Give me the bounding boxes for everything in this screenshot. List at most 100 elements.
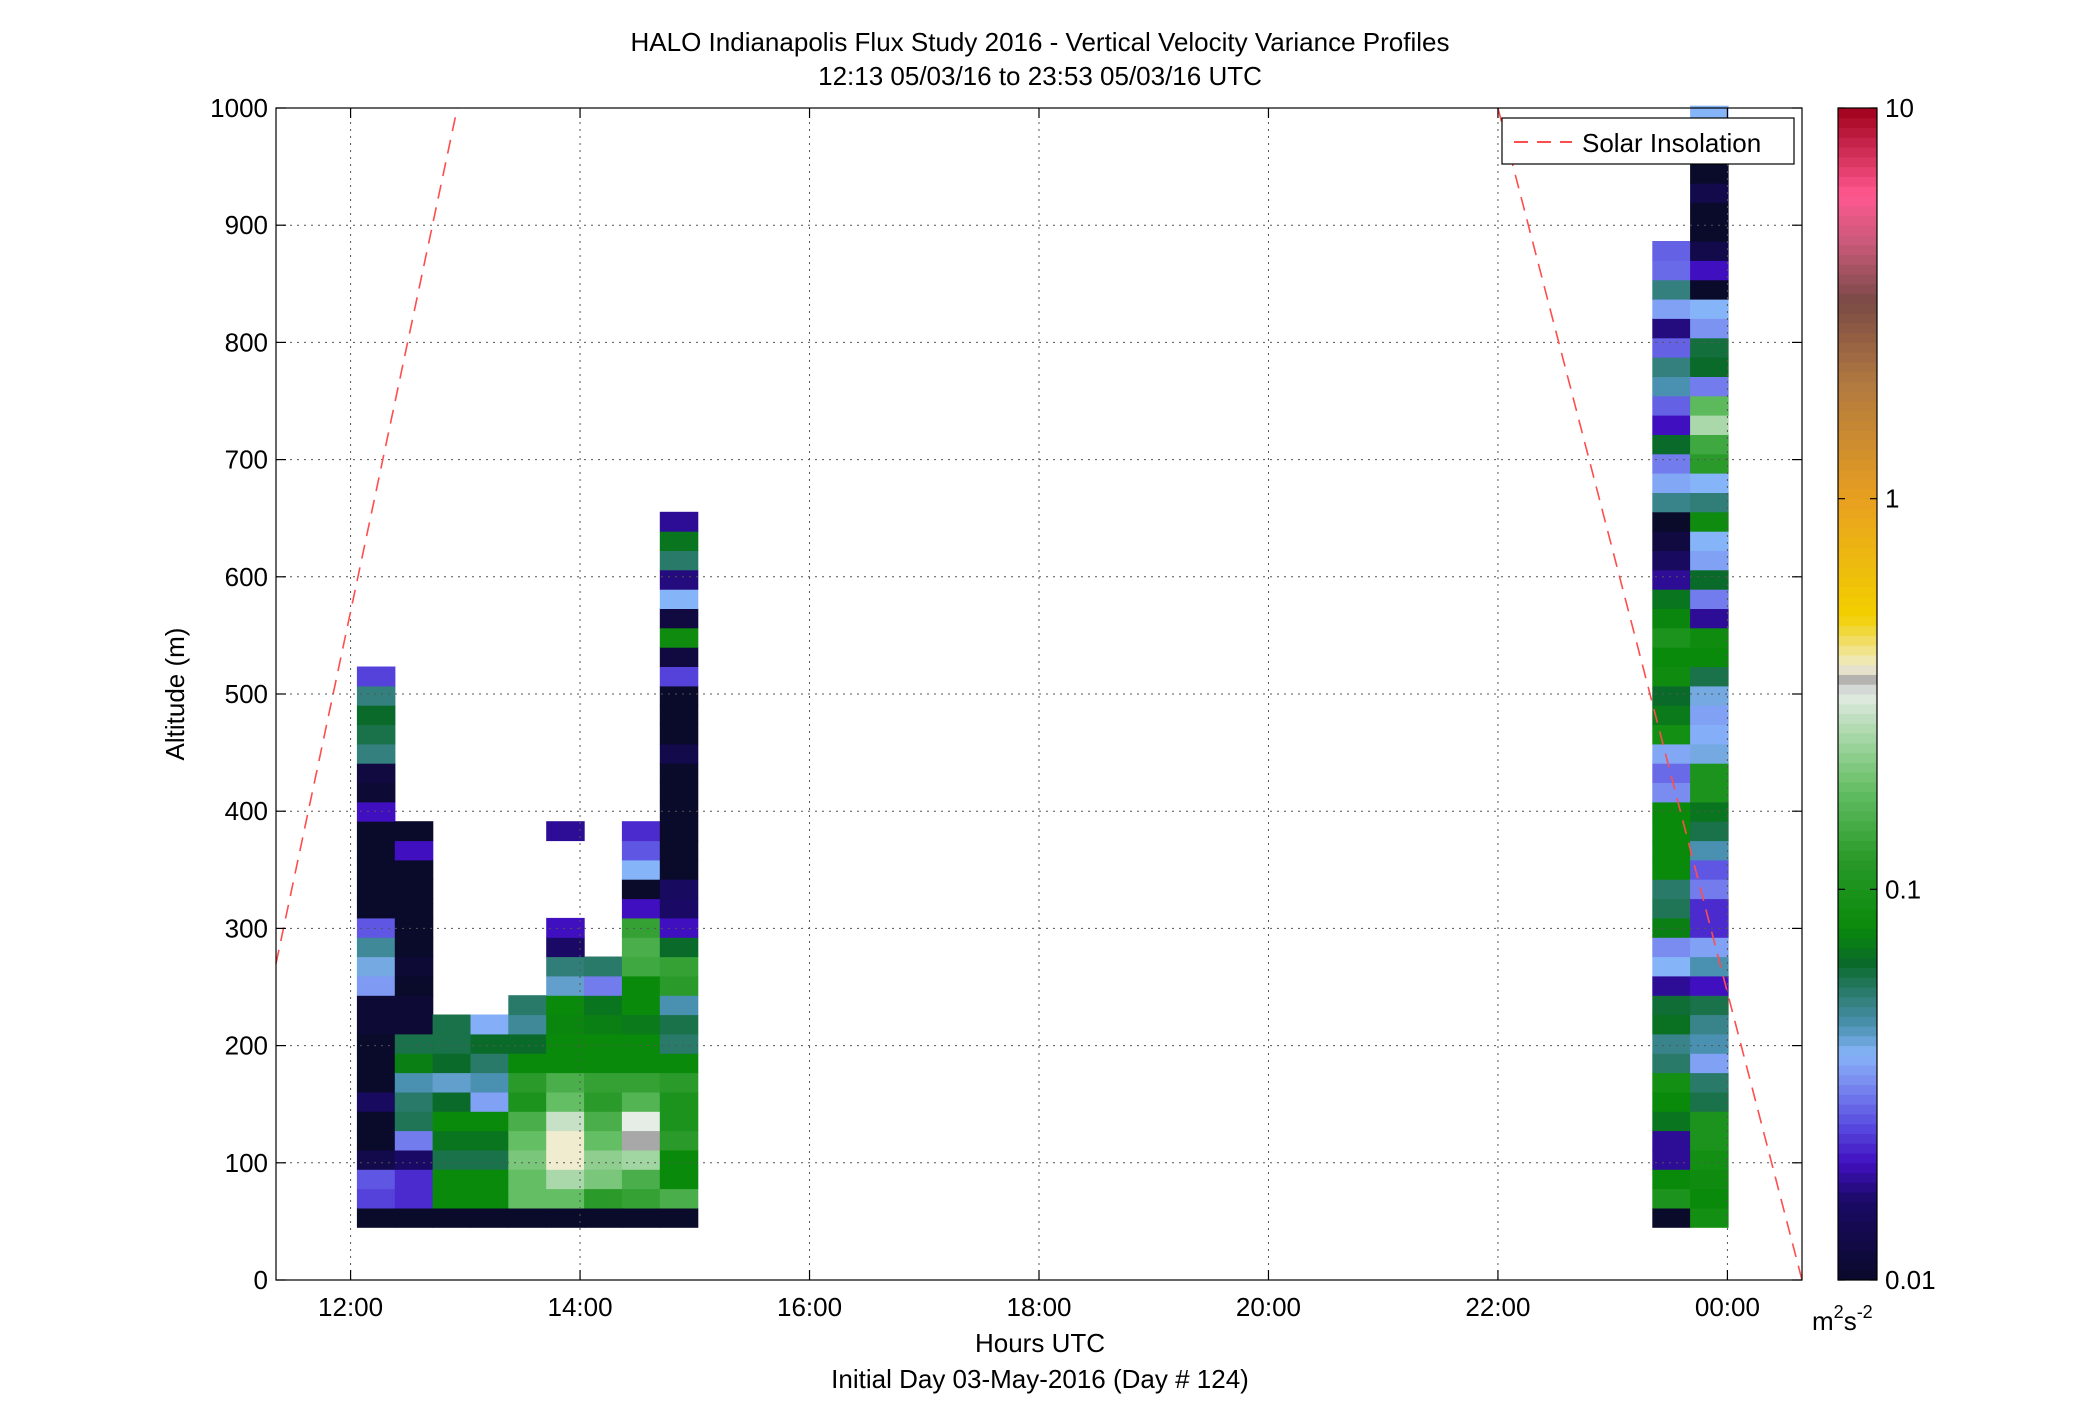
heatmap-cell <box>1690 453 1729 474</box>
heatmap-cell <box>394 937 434 958</box>
heatmap-cell <box>356 995 396 1016</box>
colorbar-band <box>1838 1270 1877 1281</box>
heatmap-cell <box>356 898 396 919</box>
x-tick-label: 20:00 <box>1236 1292 1301 1322</box>
heatmap-cell <box>1652 1033 1691 1054</box>
colorbar-band <box>1838 908 1877 920</box>
heatmap-cell <box>470 1207 509 1228</box>
colorbar-band <box>1838 664 1877 675</box>
heatmap-cell <box>1652 627 1691 648</box>
heatmap-cell <box>659 1072 699 1093</box>
colorbar-unit: m2s-2 <box>1812 1302 1873 1336</box>
heatmap-cell <box>470 1111 509 1132</box>
colorbar-band <box>1838 762 1877 773</box>
heatmap-cell <box>584 1091 623 1112</box>
heatmap-cell <box>1652 975 1691 996</box>
heatmap-cell <box>1690 415 1729 435</box>
colorbar-band <box>1838 264 1877 275</box>
heatmap-cell <box>470 1091 509 1112</box>
heatmap-cell <box>546 1033 585 1054</box>
colorbar-band <box>1838 742 1877 754</box>
colorbar-band <box>1838 576 1877 588</box>
heatmap-cell <box>1690 1169 1729 1190</box>
colorbar-band <box>1838 527 1877 539</box>
x-tick-label: 14:00 <box>548 1292 613 1322</box>
heatmap-cell <box>659 1111 699 1132</box>
y-axis-ticks: 0 100 200 300 400 500 600 700 800 900 1000 <box>210 93 1802 1295</box>
heatmap-cell <box>356 685 396 706</box>
colorbar-band <box>1838 547 1877 558</box>
heatmap-cell <box>621 1033 661 1054</box>
heatmap-cell <box>1690 608 1729 629</box>
heatmap-cell <box>1690 550 1729 571</box>
colorbar-frame <box>1837 107 1878 1281</box>
colorbar-band <box>1838 1260 1877 1271</box>
heatmap-cell <box>1652 840 1691 861</box>
heatmap-cell <box>1652 569 1691 590</box>
heatmap-cell <box>1652 705 1691 725</box>
y-tick-label: 0 <box>254 1265 268 1295</box>
colorbar-band <box>1838 733 1877 744</box>
heatmap-cell <box>508 1091 547 1112</box>
heatmap-cell <box>659 1207 699 1228</box>
colorbar-band <box>1838 957 1877 968</box>
colorbar-band <box>1838 391 1877 402</box>
heatmap-cell <box>584 1130 623 1151</box>
heatmap-cell <box>356 975 396 996</box>
heatmap-cell <box>394 1053 434 1074</box>
heatmap-cell <box>659 879 699 900</box>
heatmap-cell <box>394 898 434 919</box>
x-axis-ticks: 12:00 14:00 16:00 18:00 20:00 22:00 00:00 <box>318 108 1760 1322</box>
colorbar-band <box>1838 186 1877 197</box>
heatmap-cell <box>356 840 396 861</box>
heatmap-cell <box>1690 937 1729 958</box>
heatmap-cell <box>584 1207 623 1228</box>
colorbar-band <box>1838 440 1877 451</box>
heatmap-cell <box>1690 531 1729 551</box>
x-axis-sublabel: Initial Day 03-May-2016 (Day # 124) <box>831 1364 1249 1394</box>
colorbar-band <box>1838 401 1877 412</box>
heatmap-cell <box>356 1091 396 1112</box>
heatmap-cell <box>659 1091 699 1112</box>
colorbar-tick-label: 0.01 <box>1885 1265 1936 1295</box>
heatmap-cell <box>1690 782 1729 803</box>
heatmap-cell <box>621 1014 661 1035</box>
colorbar-band <box>1838 498 1877 509</box>
heatmap-cell <box>659 589 699 609</box>
colorbar-band <box>1838 1113 1877 1125</box>
colorbar-band <box>1838 244 1877 255</box>
heatmap-cell <box>432 1072 472 1093</box>
heatmap-cell <box>584 1149 623 1170</box>
heatmap-cell <box>659 898 699 919</box>
heatmap-cell <box>508 1188 547 1209</box>
colorbar-band <box>1838 361 1877 373</box>
heatmap-cell <box>546 821 585 842</box>
heatmap-cell <box>1690 473 1729 493</box>
colorbar-band <box>1838 293 1877 304</box>
colorbar-band <box>1838 820 1877 832</box>
heatmap-cell <box>1652 782 1691 803</box>
colorbar-band <box>1838 420 1877 431</box>
heatmap-cell <box>508 1033 547 1054</box>
heatmap-cell <box>621 879 661 900</box>
heatmap-cell <box>1652 318 1691 339</box>
heatmap-cell <box>584 1169 623 1190</box>
heatmap-cell <box>1690 859 1729 880</box>
heatmap-cell <box>356 1072 396 1093</box>
heatmap-cell <box>1652 763 1691 783</box>
heatmap-cell <box>432 1169 472 1190</box>
heatmap-cell <box>621 1188 661 1209</box>
heatmap-cell <box>1652 1207 1691 1228</box>
heatmap-cell <box>659 956 699 977</box>
y-tick-label: 900 <box>225 210 268 240</box>
colorbar-band <box>1838 752 1877 763</box>
heatmap-cell <box>1690 163 1729 184</box>
heatmap-cell <box>1652 511 1691 532</box>
colorbar-band <box>1838 449 1877 461</box>
heatmap-cell <box>1690 743 1729 764</box>
colorbar-band <box>1838 117 1877 129</box>
colorbar-band <box>1838 615 1877 627</box>
heatmap-cell <box>1690 511 1729 532</box>
colorbar-band <box>1838 947 1877 959</box>
